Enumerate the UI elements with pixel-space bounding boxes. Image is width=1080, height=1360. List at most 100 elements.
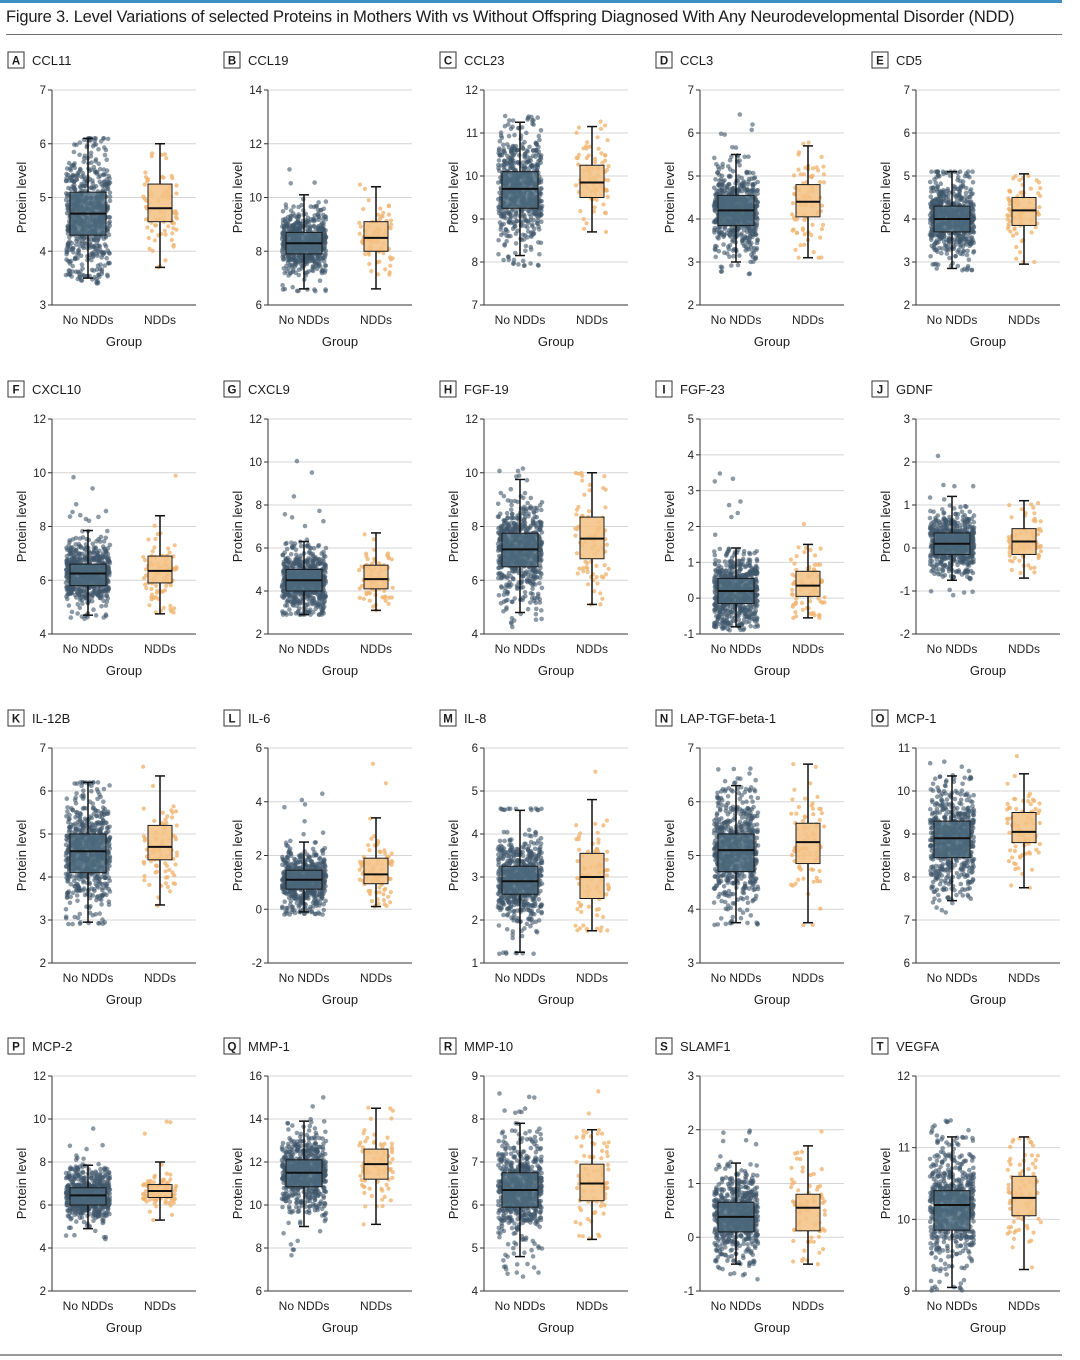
data-point [168, 583, 173, 588]
data-point [96, 536, 101, 542]
data-point [958, 197, 964, 202]
data-point [937, 173, 942, 179]
data-point [496, 168, 502, 173]
data-point [809, 232, 814, 238]
data-point [727, 167, 733, 172]
data-point [64, 571, 69, 576]
data-point [806, 140, 811, 145]
data-point [496, 158, 502, 163]
data-point [735, 262, 741, 268]
data-point [536, 240, 541, 245]
data-point [90, 541, 96, 547]
data-point [144, 586, 149, 591]
data-point [499, 222, 505, 228]
data-point [538, 154, 543, 160]
data-point [713, 177, 718, 182]
panel-title-d: CCL3 [680, 53, 713, 68]
data-point [601, 202, 606, 207]
data-point [72, 142, 77, 147]
data-point [749, 127, 754, 133]
data-point [741, 186, 747, 191]
data-point [290, 545, 295, 550]
data-point [75, 171, 81, 176]
data-point [592, 205, 597, 210]
data-point [584, 144, 589, 149]
data-point [102, 242, 108, 247]
data-point [75, 611, 80, 616]
data-point [754, 188, 759, 193]
data-point [502, 113, 508, 119]
data-point [172, 543, 177, 548]
data-point [930, 262, 935, 267]
y-axis-title: Protein level [14, 491, 29, 563]
data-point [1037, 205, 1042, 210]
data-point [300, 598, 306, 603]
data-point [593, 159, 598, 165]
data-point [160, 174, 165, 179]
y-tick-label: 4 [688, 214, 695, 226]
data-point [602, 123, 608, 128]
data-point [514, 147, 520, 153]
data-point [750, 122, 755, 127]
data-point [529, 230, 534, 235]
data-point [90, 486, 95, 491]
data-point [957, 169, 963, 174]
data-point [520, 258, 526, 264]
data-point [96, 147, 101, 152]
y-axis-title: Protein level [662, 162, 677, 234]
data-point [77, 536, 83, 541]
data-point [67, 268, 73, 274]
data-point [149, 586, 154, 592]
data-point [737, 189, 742, 194]
data-point [96, 161, 101, 167]
data-point [965, 169, 971, 174]
data-point [143, 567, 148, 572]
data-point [726, 174, 732, 180]
data-point [576, 152, 582, 157]
data-point [306, 550, 312, 556]
category-label-ndds: NDDs [792, 313, 824, 327]
data-point [286, 273, 291, 278]
data-point [600, 160, 605, 165]
data-point [386, 595, 391, 600]
data-point [95, 253, 100, 259]
data-point [99, 603, 104, 609]
y-tick-label: 9 [472, 214, 478, 226]
data-point [810, 166, 816, 171]
data-point [752, 175, 758, 180]
data-point [99, 271, 105, 277]
data-point [507, 211, 513, 217]
data-point [713, 197, 718, 203]
data-point [287, 594, 292, 599]
data-point [296, 557, 302, 563]
data-point [94, 240, 100, 246]
data-point [152, 545, 157, 550]
y-tick-label: 2 [256, 629, 262, 641]
data-point [323, 199, 329, 204]
data-point [106, 584, 111, 590]
y-tick-label: 10 [249, 193, 262, 205]
data-point [292, 592, 298, 598]
data-point [528, 261, 533, 266]
data-point [933, 180, 939, 186]
data-point [173, 214, 178, 219]
data-point [314, 266, 320, 272]
data-point [528, 217, 533, 223]
data-point [535, 115, 540, 120]
data-point [596, 146, 601, 151]
data-point [317, 278, 323, 284]
data-point [527, 144, 532, 150]
data-point [955, 263, 961, 269]
data-point [501, 146, 507, 152]
y-tick-label: 6 [688, 128, 694, 140]
data-point [521, 263, 527, 269]
data-point [748, 244, 754, 250]
data-point [796, 150, 802, 155]
data-point [388, 218, 394, 223]
data-point [944, 244, 950, 249]
data-point [294, 552, 299, 558]
data-point [361, 596, 366, 601]
data-point [357, 220, 362, 225]
